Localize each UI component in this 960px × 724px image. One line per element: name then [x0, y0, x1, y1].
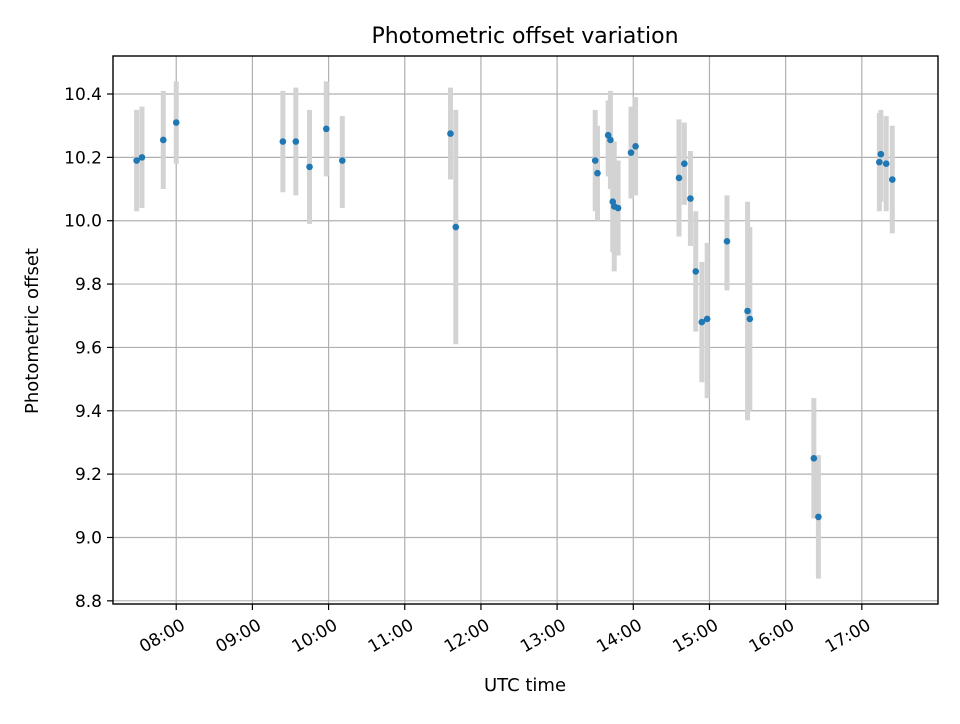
- data-point: [322, 125, 330, 133]
- data-point: [877, 150, 885, 158]
- data-point: [876, 158, 883, 166]
- x-axis-label: UTC time: [484, 675, 566, 696]
- x-tick-label: 14:00: [593, 615, 645, 657]
- x-tick-label: 15:00: [670, 615, 722, 657]
- y-tick-label: 9.4: [75, 402, 102, 422]
- x-tick-label: 12:00: [441, 615, 493, 657]
- data-point: [452, 223, 460, 231]
- y-tick-label: 9.2: [75, 465, 102, 485]
- data-point: [692, 268, 700, 275]
- chart-title: Photometric offset variation: [371, 24, 678, 49]
- y-tick-label: 9.6: [75, 338, 102, 358]
- y-tick-label: 8.8: [75, 592, 102, 612]
- y-tick-label: 10.2: [64, 148, 102, 168]
- data-point: [810, 454, 818, 462]
- data-point: [746, 315, 754, 323]
- data-point: [133, 157, 140, 164]
- data-points: [133, 119, 896, 521]
- x-tick-label: 09:00: [212, 615, 264, 657]
- data-point: [306, 163, 313, 171]
- data-point: [698, 318, 706, 326]
- y-axis-label: Photometric offset: [22, 248, 43, 414]
- data-point: [292, 138, 300, 145]
- data-point: [632, 142, 639, 150]
- plot-frame: [112, 55, 939, 605]
- data-point: [138, 154, 146, 161]
- data-point: [744, 307, 751, 315]
- x-tick-label: 11:00: [365, 615, 417, 657]
- data-point: [614, 204, 622, 212]
- error-bars: [134, 81, 895, 579]
- y-tick-label: 10.0: [64, 212, 102, 232]
- data-point: [594, 169, 601, 177]
- data-point: [888, 176, 896, 183]
- data-point: [172, 119, 180, 126]
- x-tick-label: 13:00: [517, 615, 569, 657]
- data-point: [681, 160, 688, 167]
- data-point: [687, 195, 694, 202]
- data-point: [338, 157, 346, 164]
- y-tick-label: 10.4: [64, 85, 102, 105]
- data-point: [723, 238, 731, 245]
- data-point: [607, 136, 614, 144]
- data-point: [815, 513, 822, 521]
- y-tick-label: 9.0: [75, 528, 102, 548]
- y-tick-label: 9.8: [75, 275, 102, 295]
- data-point: [882, 160, 890, 167]
- data-point: [159, 136, 167, 144]
- data-point: [627, 149, 635, 156]
- y-axis-ticks: 8.8 9.0 9.2 9.4 9.6 9.8 10.0 10.2 10.4: [64, 85, 113, 612]
- data-point: [675, 174, 683, 182]
- x-tick-label: 17:00: [822, 615, 874, 657]
- data-point: [703, 315, 711, 323]
- x-tick-label: 08:00: [136, 615, 188, 657]
- x-tick-label: 10:00: [289, 615, 341, 657]
- data-point: [447, 130, 454, 137]
- data-point: [591, 157, 599, 164]
- grid-lines: [113, 56, 938, 604]
- data-point: [279, 138, 287, 145]
- x-axis-ticks: 08:00 09:00 10:00 11:00 12:00 13:00 14:00 15:00…: [136, 604, 874, 657]
- x-tick-label: 16:00: [746, 615, 798, 657]
